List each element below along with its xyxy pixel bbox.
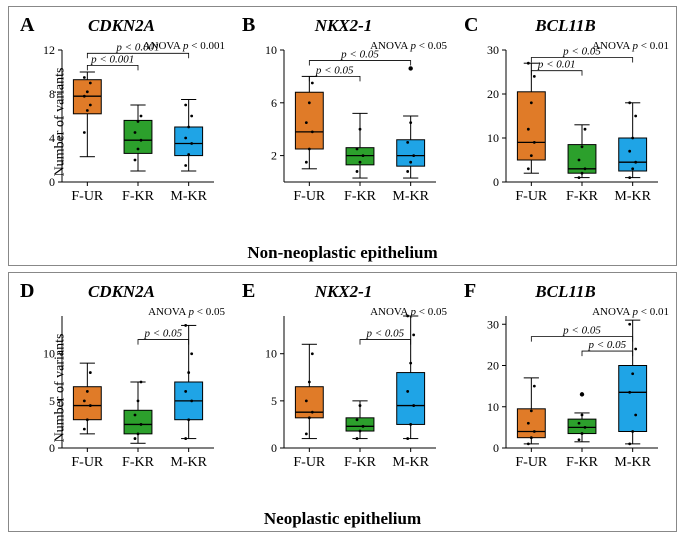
svg-text:M-KR: M-KR — [170, 189, 207, 204]
svg-text:p < 0.05: p < 0.05 — [587, 339, 626, 351]
svg-text:0: 0 — [49, 441, 55, 455]
anova-text: ANOVA p < 0.05 — [370, 306, 447, 318]
svg-text:F-UR: F-UR — [515, 455, 548, 470]
panel-C: CBCL11BANOVA p < 0.010102030F-URF-KRM-KR… — [458, 12, 673, 232]
svg-text:F-UR: F-UR — [71, 455, 104, 470]
svg-text:0: 0 — [271, 441, 277, 455]
svg-text:F-UR: F-UR — [71, 189, 104, 204]
row-title-top: Non-neoplastic epithelium — [9, 243, 676, 263]
svg-text:0: 0 — [49, 175, 55, 189]
svg-text:p < 0.05: p < 0.05 — [143, 328, 182, 340]
svg-text:p < 0.01: p < 0.01 — [537, 59, 576, 71]
panel-E: ENKX2-1ANOVA p < 0.050510F-URF-KRM-KRp <… — [236, 278, 451, 498]
panel-D: DCDKN2AANOVA p < 0.05Number of variants0… — [14, 278, 229, 498]
svg-text:M-KR: M-KR — [392, 455, 429, 470]
svg-text:20: 20 — [487, 87, 499, 101]
svg-text:p < 0.05: p < 0.05 — [315, 64, 354, 76]
panel-A: ACDKN2AANOVA p < 0.001Number of variants… — [14, 12, 229, 232]
gene-title: NKX2-1 — [236, 282, 451, 302]
anova-text: ANOVA p < 0.05 — [370, 40, 447, 52]
y-axis-label: Number of variants — [52, 334, 68, 443]
svg-text:10: 10 — [487, 131, 499, 145]
panel-B: BNKX2-1ANOVA p < 0.052610F-URF-KRM-KRp <… — [236, 12, 451, 232]
svg-text:F-KR: F-KR — [122, 455, 155, 470]
svg-text:p < 0.05: p < 0.05 — [562, 325, 601, 337]
svg-text:30: 30 — [487, 317, 499, 331]
svg-text:F-KR: F-KR — [344, 189, 377, 204]
svg-text:M-KR: M-KR — [170, 455, 207, 470]
svg-text:F-KR: F-KR — [566, 189, 599, 204]
row-title-bot: Neoplastic epithelium — [9, 509, 676, 529]
svg-text:5: 5 — [271, 394, 277, 408]
svg-text:M-KR: M-KR — [614, 455, 651, 470]
svg-text:F-KR: F-KR — [122, 189, 155, 204]
svg-text:M-KR: M-KR — [614, 189, 651, 204]
y-axis-label: Number of variants — [52, 68, 68, 177]
svg-text:30: 30 — [487, 43, 499, 57]
svg-text:F-KR: F-KR — [566, 455, 599, 470]
gene-title: CDKN2A — [14, 282, 229, 302]
svg-text:0: 0 — [493, 441, 499, 455]
panel-F: FBCL11BANOVA p < 0.010102030F-URF-KRM-KR… — [458, 278, 673, 498]
anova-text: ANOVA p < 0.05 — [148, 306, 225, 318]
svg-text:p < 0.05: p < 0.05 — [365, 328, 404, 340]
svg-text:M-KR: M-KR — [392, 189, 429, 204]
svg-text:0: 0 — [493, 175, 499, 189]
svg-text:10: 10 — [487, 400, 499, 414]
svg-text:2: 2 — [271, 149, 277, 163]
svg-text:20: 20 — [487, 359, 499, 373]
svg-text:F-KR: F-KR — [344, 455, 377, 470]
anova-text: ANOVA p < 0.01 — [592, 40, 669, 52]
svg-text:6: 6 — [271, 96, 277, 110]
gene-title: BCL11B — [458, 282, 673, 302]
svg-text:10: 10 — [265, 43, 277, 57]
svg-text:F-UR: F-UR — [293, 189, 326, 204]
figure: Non-neoplastic epithelium Neoplastic epi… — [0, 0, 685, 550]
svg-text:12: 12 — [43, 43, 55, 57]
anova-text: ANOVA p < 0.001 — [143, 40, 225, 52]
svg-text:F-UR: F-UR — [515, 189, 548, 204]
gene-title: BCL11B — [458, 16, 673, 36]
svg-text:F-UR: F-UR — [293, 455, 326, 470]
gene-title: CDKN2A — [14, 16, 229, 36]
svg-text:10: 10 — [265, 347, 277, 361]
gene-title: NKX2-1 — [236, 16, 451, 36]
anova-text: ANOVA p < 0.01 — [592, 306, 669, 318]
svg-text:p < 0.001: p < 0.001 — [90, 53, 134, 65]
